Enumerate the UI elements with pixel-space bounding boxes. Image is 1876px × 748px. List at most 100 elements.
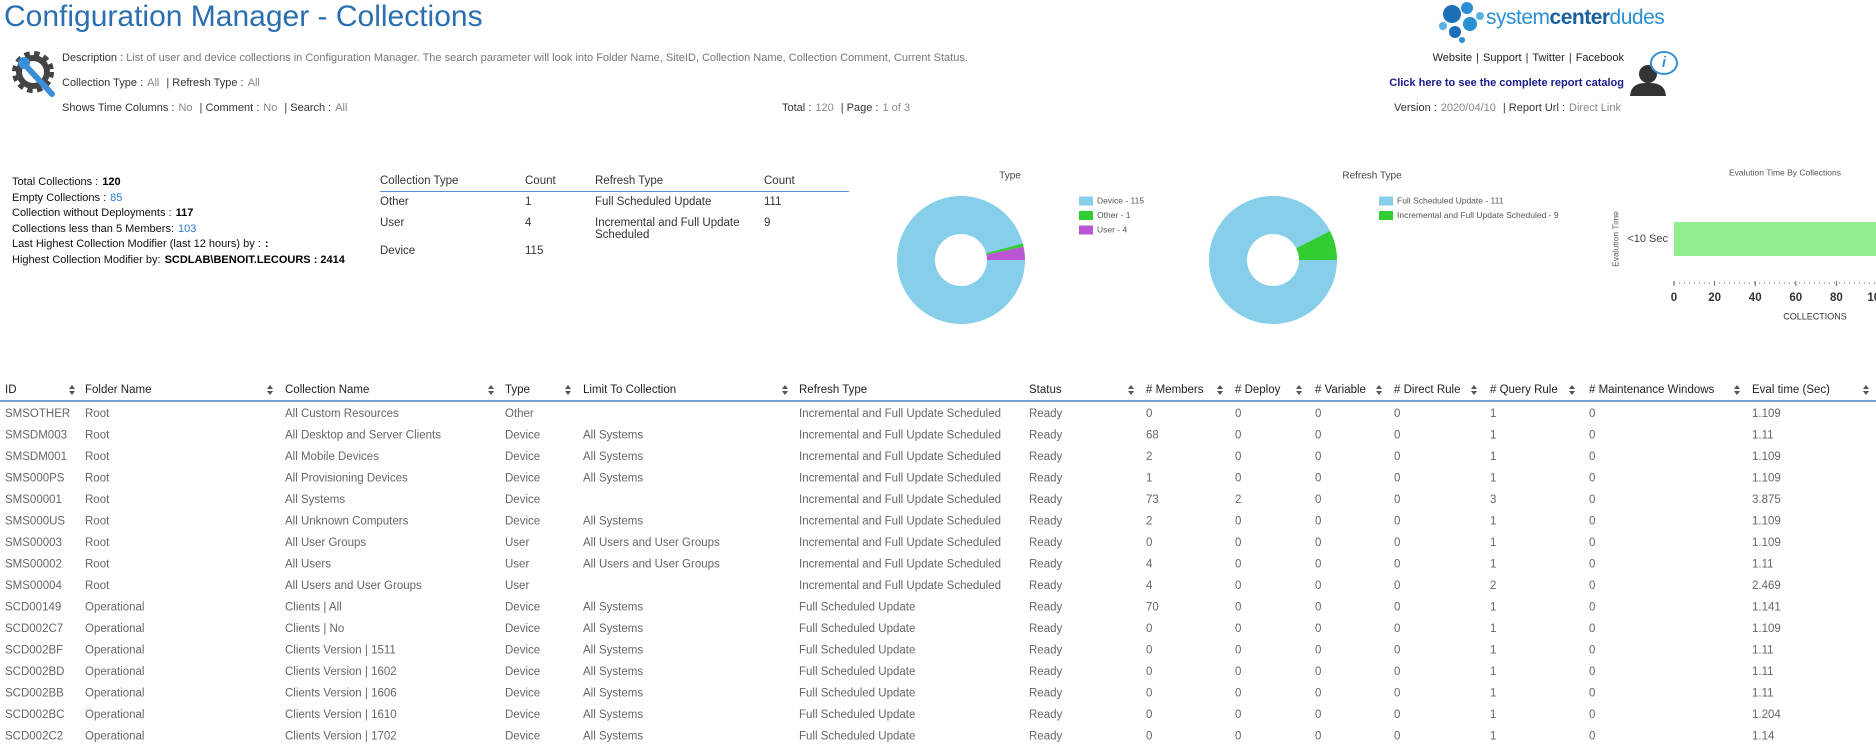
table-cell: SMSDM003 [5, 430, 67, 442]
table-cell: 9 [764, 217, 771, 229]
table-cell: 1.11 [1752, 430, 1774, 442]
table-cell: 4 [1146, 559, 1153, 571]
table-cell: All Systems [583, 602, 643, 614]
sort-toggle[interactable] [1217, 385, 1223, 395]
sort-toggle[interactable] [1296, 385, 1302, 395]
sort-toggle[interactable] [488, 385, 494, 395]
sort-toggle[interactable] [1376, 385, 1382, 395]
filter-label: | Comment : [199, 102, 260, 114]
table-cell: 0 [1146, 688, 1152, 700]
table-cell: 0 [1589, 494, 1595, 506]
table-cell: Operational [85, 688, 144, 700]
table-cell: All Systems [583, 516, 643, 528]
y-axis-label: Evalution Time [1610, 211, 1620, 267]
table-cell: 0 [1315, 645, 1321, 657]
summary-value: SCDLAB\BENOIT.LECOURS : 2414 [164, 253, 345, 266]
column-header: Type [505, 384, 530, 396]
sort-toggle[interactable] [267, 385, 273, 395]
summary-row: Last Highest Collection Modifier (last 1… [12, 238, 269, 250]
table-row: User 4 Incremental and Full Update Schedul… [380, 213, 849, 241]
table-cell: 2 [1146, 516, 1152, 528]
table-cell: Operational [85, 602, 144, 614]
sort-arrow [1863, 391, 1869, 395]
table-cell: Clients Version | 1702 [285, 731, 397, 743]
table-cell: All Systems [583, 731, 643, 743]
url-link[interactable]: Direct Link [1569, 102, 1621, 114]
sort-toggle[interactable] [1863, 385, 1869, 395]
sort-arrow [69, 391, 75, 395]
table-cell: 0 [1394, 580, 1400, 592]
sort-toggle[interactable] [1471, 385, 1477, 395]
total-value: 120 [815, 102, 834, 114]
sort-toggle[interactable] [565, 385, 571, 395]
version-value: 2020/04/10 [1440, 102, 1496, 114]
table-cell: 0 [1394, 430, 1400, 442]
table-cell: 1.11 [1752, 666, 1774, 678]
table-cell: SCD002BF [5, 645, 63, 657]
page-value: 1 of 3 [882, 102, 910, 114]
sort-toggle[interactable] [1734, 385, 1740, 395]
table-cell: Device [505, 666, 540, 678]
table-cell: 0 [1315, 516, 1321, 528]
logo-part: dudes [1609, 6, 1665, 29]
table-cell: Device [380, 245, 416, 257]
table-cell: Clients Version | 1606 [285, 688, 397, 700]
table-row: Device 115 [380, 241, 849, 262]
x-tick-label: 80 [1830, 292, 1843, 304]
summary-value: 117 [175, 207, 194, 219]
header-link[interactable]: Support [1483, 52, 1522, 64]
table-cell: 0 [1394, 623, 1400, 635]
sort-toggle[interactable] [1128, 385, 1134, 395]
table-cell: All Users [285, 559, 331, 571]
link-separator: | [1568, 52, 1572, 64]
filter-label: Shows Time Columns : [62, 102, 175, 114]
table-cell: 111 [764, 196, 782, 208]
table-cell: 1 [525, 196, 532, 208]
table-cell: All Systems [583, 709, 643, 721]
table-cell: Incremental and Full Update Scheduled [799, 408, 1001, 420]
column-header: # Variable [1315, 384, 1366, 396]
table-cell: 1.141 [1752, 602, 1781, 614]
table-cell: 1 [1490, 473, 1496, 485]
table-cell: Operational [85, 709, 144, 721]
table-cell: 0 [1235, 559, 1241, 571]
table-cell: Operational [85, 645, 144, 657]
table-cell: 1.204 [1752, 709, 1781, 721]
table-cell: 0 [1589, 473, 1595, 485]
table-cell: Clients | No [285, 623, 344, 635]
header-link[interactable]: Facebook [1575, 52, 1624, 64]
table-cell: Device [505, 602, 540, 614]
table-cell: Ready [1029, 623, 1062, 635]
filter-value: No [263, 102, 278, 114]
table-cell: Incremental and Full Update Scheduled [799, 516, 1001, 528]
header-link[interactable]: Twitter [1532, 52, 1565, 64]
table-cell: Incremental and Full Update Scheduled [595, 217, 740, 241]
info-icon: i [1630, 51, 1678, 96]
table-cell: All Systems [583, 688, 643, 700]
sort-toggle[interactable] [1569, 385, 1575, 395]
table-cell: 0 [1315, 709, 1321, 721]
table-cell: Root [85, 473, 110, 485]
table-cell: All Mobile Devices [285, 451, 379, 463]
catalog-link[interactable]: Click here to see the complete report ca… [1389, 77, 1624, 89]
header-link[interactable]: Website [1432, 52, 1473, 64]
table-cell: Ready [1029, 602, 1062, 614]
table-cell: SMS00004 [5, 580, 63, 592]
table-cell: 1 [1490, 645, 1496, 657]
sort-toggle[interactable] [782, 385, 788, 395]
table-cell: SMS00002 [5, 559, 62, 571]
bar [1674, 222, 1876, 256]
table-cell: 1 [1490, 408, 1496, 420]
table-cell: 1.11 [1752, 688, 1774, 700]
legend-label: Device - 115 [1097, 195, 1144, 205]
table-cell: 1 [1490, 430, 1496, 442]
sort-arrow [69, 385, 75, 389]
table-cell: Ready [1029, 451, 1062, 463]
sort-toggle[interactable] [69, 385, 75, 395]
type-count-table: Collection Type Count Refresh Type Count Oth… [380, 173, 849, 262]
table-cell: Incremental and Full Update Scheduled [799, 430, 1001, 442]
filters: Shows Time Columns : No | Comment : No | Sea… [62, 102, 354, 114]
table-cell: SCD002BD [5, 666, 64, 678]
column-header: Limit To Collection [583, 384, 676, 396]
